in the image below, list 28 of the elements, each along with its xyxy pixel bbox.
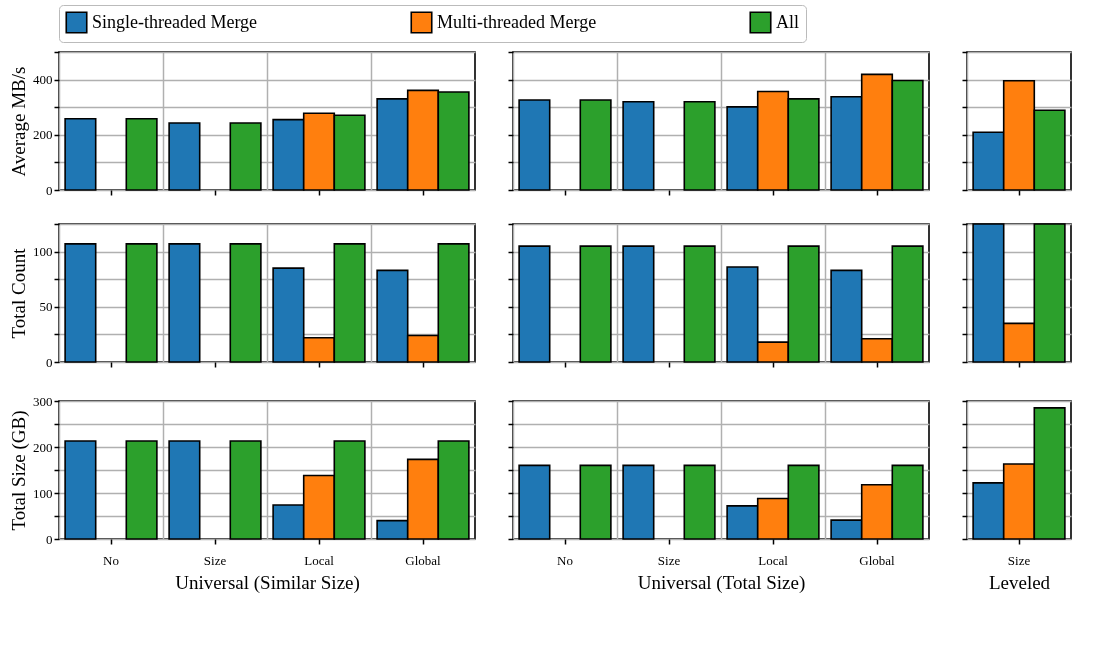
- legend-label: Multi-threaded Merge: [437, 11, 597, 32]
- x-tick-label: Size: [1007, 552, 1031, 568]
- x-axis-title: Leveled: [988, 571, 1051, 593]
- y-axis-title: Total Count: [8, 247, 29, 339]
- y-axis-title: Average MB/s: [8, 66, 29, 177]
- x-tick-label: Global: [405, 552, 442, 568]
- x-tick-label: Global: [859, 552, 896, 568]
- legend-label: All: [776, 11, 800, 32]
- y-tick-label: 0: [46, 531, 53, 547]
- x-tick-label: Local: [304, 552, 335, 568]
- y-axis-title: Total Size (GB): [8, 410, 30, 531]
- x-tick-label: Local: [758, 552, 789, 568]
- y-tick-label: 200: [33, 439, 53, 455]
- legend-label: Single-threaded Merge: [92, 11, 258, 32]
- y-tick-label: 300: [33, 393, 53, 409]
- y-tick-label: 0: [46, 182, 53, 198]
- x-axis-title: Universal (Similar Size): [175, 571, 360, 594]
- x-tick-label: No: [557, 552, 573, 568]
- y-tick-label: 0: [46, 354, 53, 370]
- y-tick-label: 50: [39, 299, 53, 315]
- x-tick-label: Size: [203, 552, 227, 568]
- x-axis-title: Universal (Total Size): [637, 571, 806, 594]
- y-tick-label: 400: [33, 72, 53, 88]
- x-tick-label: Size: [657, 552, 681, 568]
- x-tick-label: No: [103, 552, 119, 568]
- y-tick-label: 100: [33, 244, 53, 260]
- y-tick-label: 100: [33, 485, 53, 501]
- y-tick-label: 200: [33, 127, 53, 143]
